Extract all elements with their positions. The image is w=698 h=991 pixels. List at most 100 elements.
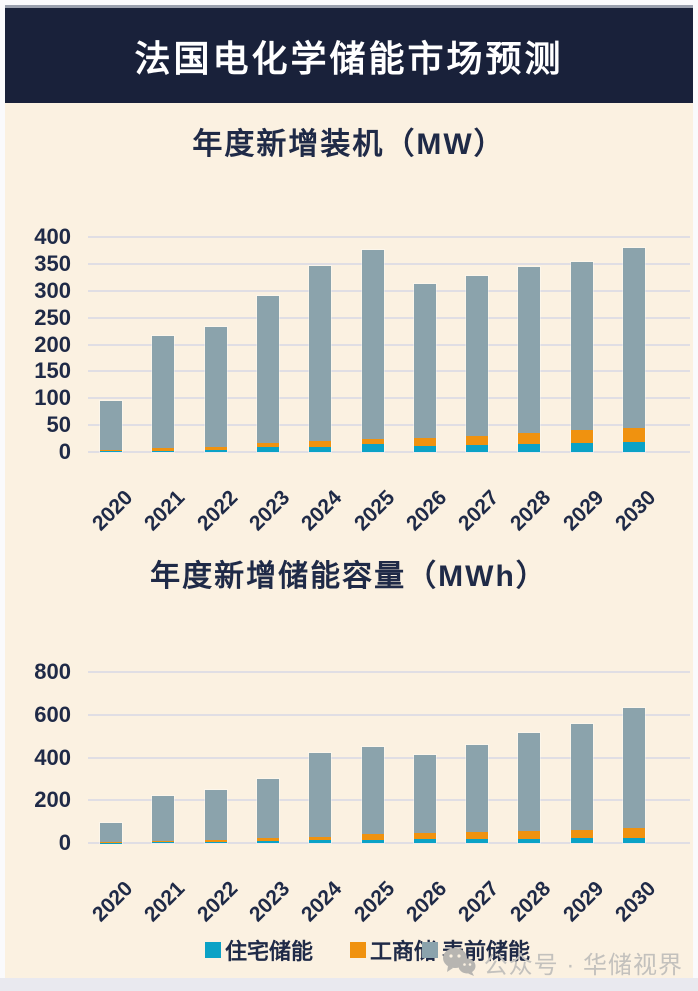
bar-segment-工商储 (309, 440, 332, 447)
chart2-annual-capacity-mwh: 0 200 400 600 800 2020 2021 2022 2023 2024 2025 20… (5, 659, 693, 932)
chart-panel: 年度新增装机（MW） 0 50 100 150 200 250 300 350 400 2020… (5, 103, 693, 979)
legend-label: 住宅储能 (225, 939, 314, 964)
bar-segment-住宅储能 (309, 840, 332, 843)
y-axis-tick-label: 200 (34, 331, 71, 357)
watermark: 公众号 · 华储视界 (442, 945, 683, 979)
y-axis-tick-label: 0 (58, 439, 71, 464)
gridline (88, 756, 690, 759)
gridline (88, 236, 690, 238)
bar-segment-住宅储能 (204, 450, 227, 452)
x-axis-label: 2027 (454, 877, 504, 927)
x-axis-label: 2021 (140, 486, 190, 536)
y-axis-tick-label: 400 (34, 744, 71, 770)
bar-segment-表前储能 (413, 755, 436, 834)
footer-strip (0, 978, 698, 991)
x-axis-label: 2024 (297, 877, 347, 927)
y-axis-tick-label: 800 (34, 659, 71, 684)
page-title: 法国电化学储能市场预测 (134, 37, 564, 79)
bar-segment-工商储 (570, 429, 593, 443)
bar-segment-住宅储能 (152, 450, 175, 452)
bar-segment-工商储 (361, 834, 384, 841)
chart2-x-axis: 2020 2021 2022 2023 2024 2025 2026 2027 2028 2029… (5, 847, 693, 927)
bar-segment-住宅储能 (466, 838, 489, 843)
bar-segment-工商储 (256, 442, 279, 448)
stacked-bar-2028 (518, 266, 541, 452)
stacked-bar-2028 (518, 732, 541, 843)
bar-segment-工商储 (152, 840, 175, 843)
bar-segment-工商储 (518, 831, 541, 839)
chart1-title: 年度新增装机（MW） (192, 128, 506, 161)
legend-item-residential: 住宅储能 (205, 934, 313, 966)
bar-segment-表前储能 (204, 327, 227, 448)
bar-segment-表前储能 (623, 708, 645, 829)
bar-segment-表前储能 (361, 746, 384, 835)
gridline (88, 397, 690, 400)
bar-segment-工商储 (361, 438, 384, 445)
bar-segment-住宅储能 (256, 840, 279, 843)
stacked-bar-2027 (466, 276, 489, 452)
stacked-bar-2026 (413, 284, 436, 452)
bar-segment-工商储 (256, 838, 279, 841)
y-axis-tick-label: 400 (34, 224, 71, 249)
gridline (88, 424, 690, 427)
x-axis-label: 2030 (610, 877, 661, 927)
bar-segment-工商储 (623, 828, 645, 838)
bar-segment-住宅储能 (100, 451, 122, 452)
y-axis-tick-label: 250 (34, 304, 71, 330)
x-axis-label: 2026 (401, 486, 452, 536)
y-axis-tick-label: 100 (34, 385, 71, 411)
bar-segment-表前储能 (518, 732, 541, 832)
gridline (88, 842, 690, 844)
bar-segment-表前储能 (466, 744, 489, 833)
bar-segment-工商储 (466, 435, 489, 446)
x-axis-label: 2021 (140, 877, 190, 927)
bar-segment-工商储 (413, 437, 436, 447)
chart1-plot-area (88, 236, 690, 453)
bar-segment-表前储能 (204, 789, 227, 840)
x-axis-label: 2024 (297, 486, 347, 536)
bar-segment-表前储能 (100, 822, 122, 843)
bar-segment-工商储 (570, 829, 593, 838)
gridline (88, 451, 690, 453)
bar-segment-住宅储能 (570, 837, 593, 843)
bar-segment-工商储 (466, 832, 489, 839)
y-axis-tick-label: 600 (34, 701, 71, 727)
y-axis-tick-label: 350 (34, 250, 71, 276)
y-axis-tick-label: 50 (46, 412, 71, 438)
x-axis-label: 2029 (558, 877, 608, 927)
residential-swatch-icon (205, 942, 221, 958)
stacked-bar-2024 (309, 753, 332, 843)
bar-segment-表前储能 (309, 265, 332, 441)
bar-segment-工商储 (623, 427, 645, 443)
bar-segment-工商储 (413, 833, 436, 840)
bar-segment-表前储能 (256, 296, 279, 443)
bar-segment-表前储能 (570, 261, 593, 430)
x-axis-label: 2028 (506, 486, 556, 536)
bar-segment-住宅储能 (204, 842, 227, 843)
bar-segment-住宅储能 (256, 447, 279, 452)
chart1-x-axis: 2020 2021 2022 2023 2024 2025 2026 2027 2028 2029… (5, 456, 693, 536)
stacked-bar-2022 (204, 327, 227, 452)
stacked-bar-2029 (570, 261, 593, 452)
stacked-bar-2023 (256, 778, 279, 843)
bar-segment-住宅储能 (413, 839, 436, 843)
stacked-bar-2020 (100, 400, 122, 452)
bar-segment-表前储能 (466, 276, 489, 436)
bar-segment-住宅储能 (518, 443, 541, 452)
bar-segment-表前储能 (413, 284, 436, 438)
commercial-swatch-icon (350, 942, 366, 958)
bar-segment-住宅储能 (413, 446, 436, 452)
wechat-icon (442, 947, 476, 977)
x-axis-label: 2020 (87, 877, 138, 927)
gridline (88, 671, 690, 673)
bar-segment-工商储 (204, 839, 227, 843)
y-axis-tick-label: 300 (34, 277, 71, 303)
x-axis-label: 2025 (349, 877, 399, 927)
stacked-bar-2025 (361, 250, 384, 452)
stacked-bar-2023 (256, 296, 279, 452)
chart2-plot-area (88, 671, 690, 844)
gridline (88, 343, 690, 346)
gridline (88, 799, 690, 802)
x-axis-label: 2023 (244, 877, 295, 927)
x-axis-label: 2026 (401, 877, 452, 927)
